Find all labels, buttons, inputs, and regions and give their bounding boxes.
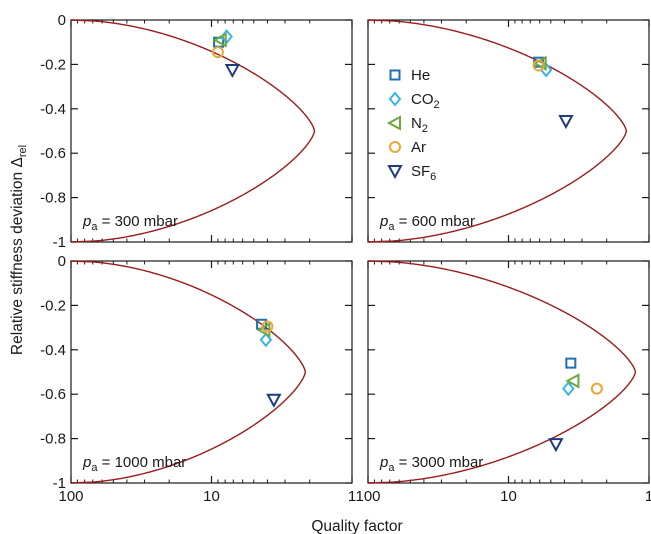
panel-2: pa = 600 mbar He CO2 N2 Ar SF6 [367,19,650,243]
y-tick-label: -0.8 [40,431,66,448]
legend-label-he: He [411,67,430,84]
y-tick-label: 0 [58,12,66,29]
pressure-symbol: p [379,454,388,471]
point-co2 [259,332,273,348]
pressure-symbol: p [82,454,91,471]
x-tick-label: 1 [645,488,651,505]
pressure-subscript: a [91,462,98,474]
y-tick-label: -0.2 [40,56,66,73]
panel-1: 0 -0.2 -0.4 -0.6 -0.8 -1 pa = 300 mbar [40,12,353,251]
axes-frame [367,260,650,484]
stability-boundary-curve [70,19,316,243]
panel-3: 100 10 10-0.2-0.4-0.6-0.8-1pa = 1000 mbar [40,253,356,505]
stability-boundary-curve [367,19,628,243]
pressure-value: = 600 mbar [394,213,474,230]
point-sf6 [548,438,564,453]
point-n2 [565,373,580,389]
x-axis-label: Quality factor [311,518,402,534]
point-sf6 [224,63,241,79]
pressure-symbol: p [82,213,91,230]
pressure-label: pa = 300 mbar [82,213,178,233]
y-axis-label-text: Relative stiffness deviation Δ [9,157,26,355]
pressure-label: pa = 600 mbar [379,213,475,233]
legend-marker-co2 [388,91,402,107]
x-tick-label: 10 [500,488,517,505]
y-tick-label: -0.6 [40,145,66,162]
y-tick-label: -1 [53,475,66,492]
pressure-subscript: a [91,221,98,233]
panels: 0-0.2-0.4-0.6-0.8-1pa = 300 mbar pa = 600… [40,12,651,505]
pressure-value: = 1000 mbar [97,454,186,471]
x-tick-label: 10 [203,488,220,505]
y-tick-label: -0.6 [40,386,66,403]
y-tick-label: -0.4 [40,101,66,118]
pressure-label: pa = 3000 mbar [379,454,483,474]
legend-marker-n2 [386,115,401,131]
stability-boundary-curve [70,260,306,484]
point-ar [532,59,545,72]
legend-marker-he [389,69,401,81]
legend: He CO2 N2 Ar SF6 [386,67,440,183]
pressure-value: = 300 mbar [97,213,177,230]
y-tick-label: -0.2 [40,297,66,314]
x-tick-label: 100 [58,488,83,505]
x-tick-label: 1 [348,488,356,505]
pressure-symbol: p [379,213,388,230]
y-tick-label: -0.8 [40,190,66,207]
point-ar [261,320,274,333]
legend-label-co2: CO2 [411,91,440,111]
y-axis-label: Relative stiffness deviation Δrel [9,145,29,355]
y-tick-label: 0 [58,253,66,270]
legend-label-n2: N2 [411,115,428,135]
point-co2 [562,381,575,397]
legend-marker-sf6 [387,165,403,180]
y-tick-label: -0.4 [40,342,66,359]
legend-label-sf6: SF6 [411,163,436,183]
point-ar [211,46,224,59]
pressure-value: = 3000 mbar [394,454,483,471]
pressure-subscript: a [388,221,395,233]
pressure-subscript: a [388,462,395,474]
legend-label-ar: Ar [411,139,426,156]
panel-4: 100 10 1 pa = 3000 mbar [355,260,651,505]
x-tick-label: 100 [355,488,380,505]
axes-frame [70,19,353,243]
point-ar [590,382,603,395]
point-n2 [212,32,227,48]
y-tick-label: -1 [53,234,66,251]
stability-boundary-curve [367,260,637,484]
point-sf6 [266,393,282,408]
point-he [565,357,577,369]
legend-marker-ar [389,141,401,153]
pressure-label: pa = 1000 mbar [82,454,186,474]
y-axis-label-subscript: rel [17,145,29,157]
point-sf6 [558,115,574,130]
point-n2 [256,322,271,338]
